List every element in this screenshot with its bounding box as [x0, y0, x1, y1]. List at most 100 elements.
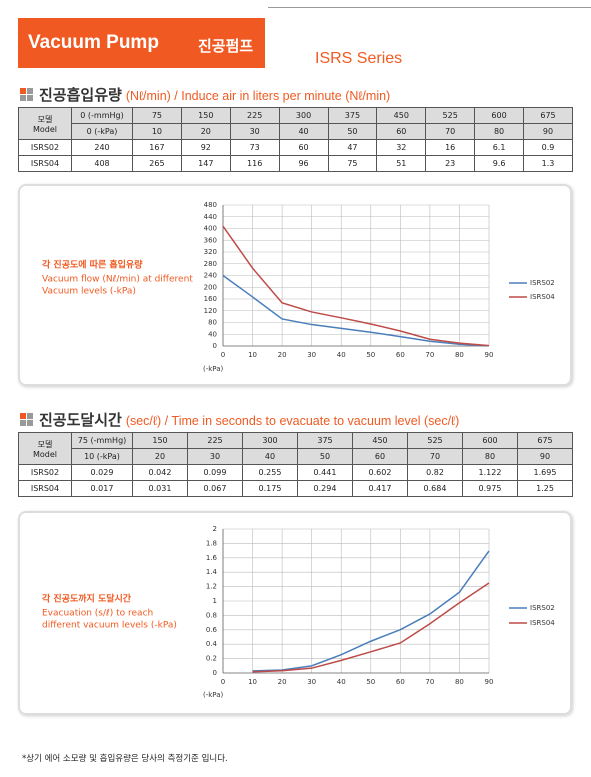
table-cell: 600	[462, 432, 518, 449]
footnote: *상기 에어 소모량 및 흡입유량은 당사의 측정기준 입니다.	[22, 754, 228, 764]
table-cell: 6.1	[474, 139, 524, 156]
table-cell: 147	[180, 155, 231, 172]
y-tick-label: 1.4	[206, 568, 218, 576]
table-cell: 0.099	[187, 464, 243, 481]
chart-caption: 각 진공도에 따른 흡입유량	[42, 259, 143, 271]
table-cell: 75 (-mmHg)	[71, 432, 133, 449]
x-tick-label: 10	[248, 678, 257, 686]
table-cell: 1.122	[462, 464, 518, 481]
table-cell: 0.441	[297, 464, 353, 481]
table-cell: 300	[278, 107, 329, 124]
model-header: 모델 Model	[18, 107, 72, 140]
table-cell: 0.417	[352, 480, 408, 497]
table-cell: 225	[187, 432, 243, 449]
section-subtitle: (Nℓ/min) / Induce air in liters per minu…	[125, 89, 391, 103]
table-cell: 0.255	[242, 464, 298, 481]
section-subtitle: (sec/ℓ) / Time in seconds to evacuate to…	[125, 414, 460, 428]
table-cell: 0.029	[71, 464, 133, 481]
section-heading: 진공흡입유량 (Nℓ/min) / Induce air in liters pe…	[20, 84, 390, 105]
table-row: ISRS04 408 265 147 116 96 75 51 23 9.6 1.3	[18, 155, 573, 172]
x-tick-label: 50	[366, 351, 375, 359]
x-tick-label: 0	[221, 678, 225, 686]
y-tick-label: 0.8	[206, 611, 217, 619]
x-tick-label: 60	[396, 678, 405, 686]
legend-label: ISRS02	[530, 279, 555, 287]
table-cell: 240	[71, 139, 133, 156]
x-tick-label: 40	[337, 678, 346, 686]
table-cell: 90	[523, 123, 573, 140]
x-tick-label: 40	[337, 351, 346, 359]
y-tick-label: 1	[213, 597, 217, 605]
table-cell: 16	[425, 139, 476, 156]
chart-box: 각 진공도에 따른 흡입유량 Vacuum flow (Nℓ/min) at di…	[18, 184, 572, 386]
legend-label: ISRS02	[530, 604, 555, 612]
table-row: ISRS02 240 167 92 73 60 47 32 16 6.1 0.9	[18, 139, 573, 156]
table-cell: 150	[132, 432, 188, 449]
y-tick-label: 1.6	[206, 554, 218, 562]
table-cell: 75	[132, 107, 182, 124]
table-cell: 116	[229, 155, 280, 172]
icon	[20, 88, 33, 101]
x-tick-label: 20	[278, 351, 287, 359]
table-cell: 80	[462, 448, 518, 465]
section-title: 진공흡입유량	[39, 86, 122, 104]
table-cell: 408	[71, 155, 133, 172]
x-tick-label: 90	[485, 351, 494, 359]
table-cell: 47	[327, 139, 378, 156]
y-tick-label: 40	[208, 330, 217, 338]
chart-box: 각 진공도까지 도달시간 Evacuation (s/ℓ) to reach dif…	[18, 511, 572, 715]
x-tick-label: 0	[221, 351, 225, 359]
table-cell: 265	[132, 155, 182, 172]
table-cell: 10 (-kPa)	[71, 448, 133, 465]
table-cell: 75	[327, 155, 378, 172]
y-tick-label: 360	[204, 236, 217, 244]
chart-caption: Vacuum levels (-kPa)	[42, 287, 136, 297]
table-cell: 0.602	[352, 464, 408, 481]
table-cell: 80	[474, 123, 524, 140]
icon	[20, 413, 33, 426]
table-cell: 300	[242, 432, 298, 449]
y-tick-label: 320	[204, 248, 217, 256]
y-tick-label: 240	[204, 272, 217, 280]
chart-caption: Vacuum flow (Nℓ/min) at different	[42, 275, 193, 285]
y-tick-label: 200	[204, 283, 217, 291]
y-tick-label: 0	[213, 342, 217, 350]
chart: 각 진공도까지 도달시간 Evacuation (s/ℓ) to reach dif…	[42, 525, 555, 699]
table-cell: 50	[297, 448, 353, 465]
y-tick-label: 0	[213, 669, 217, 677]
table-cell: 0.067	[187, 480, 243, 497]
y-tick-label: 1.8	[206, 539, 217, 547]
y-tick-label: 400	[204, 225, 217, 233]
table-cell: 525	[407, 432, 463, 449]
table-cell: 32	[376, 139, 427, 156]
table-cell: 150	[180, 107, 231, 124]
table-cell: 1.3	[523, 155, 573, 172]
table-cell: 0.9	[523, 139, 573, 156]
table-row: ISRS04 0.017 0.031 0.067 0.175 0.294 0.417 0.68…	[18, 480, 573, 497]
table-cell: 0.82	[407, 464, 463, 481]
x-tick-label: 90	[485, 678, 494, 686]
table-cell: 0.031	[132, 480, 188, 497]
table-cell: 30	[187, 448, 243, 465]
table-cell: 0.975	[462, 480, 518, 497]
x-tick-label: 60	[396, 351, 405, 359]
x-tick-label: 70	[425, 678, 434, 686]
table-cell: 0.175	[242, 480, 298, 497]
chart-caption: 각 진공도까지 도달시간	[42, 593, 132, 605]
table-row: 10 (-kPa) 20 30 40 50 60 70 80 90	[19, 448, 573, 465]
chart-caption: Evacuation (s/ℓ) to reach	[42, 609, 153, 619]
table-cell: 73	[229, 139, 280, 156]
spec-table: 모델 Model 75 (-mmHg) 150 225 300 375 450 525 600 67…	[18, 432, 573, 497]
x-tick-label: 30	[307, 678, 316, 686]
table-cell: ISRS04	[18, 155, 72, 172]
table-cell: 51	[376, 155, 427, 172]
table-cell: 40	[278, 123, 329, 140]
table-cell: 167	[132, 139, 182, 156]
chart-caption: different vacuum levels (-kPa)	[42, 621, 177, 631]
model-label: 모델	[37, 439, 53, 449]
title: Vacuum Pump	[28, 32, 159, 53]
table-cell: 675	[523, 107, 573, 124]
y-tick-label: 480	[204, 201, 217, 209]
table-cell: 375	[327, 107, 378, 124]
table-cell: 60	[376, 123, 427, 140]
